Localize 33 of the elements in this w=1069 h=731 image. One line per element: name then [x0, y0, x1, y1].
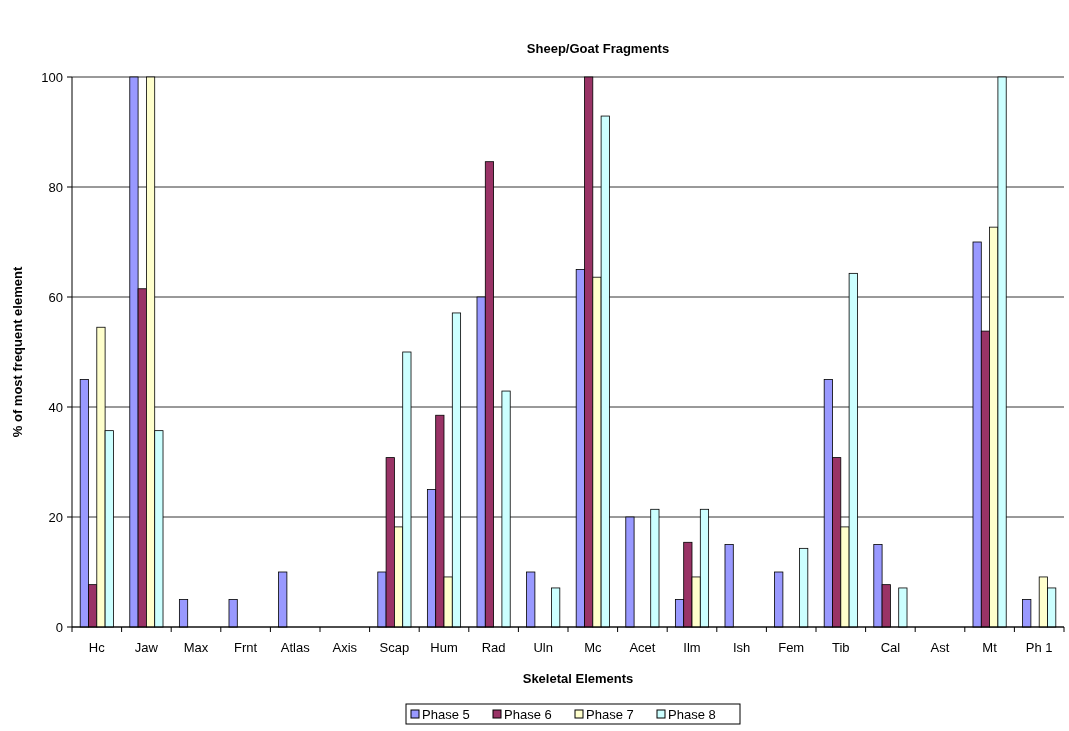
- legend-label: Phase 5: [422, 706, 470, 722]
- x-tick-label: Rad: [481, 640, 506, 655]
- x-tick-label: Max: [183, 640, 209, 655]
- x-tick-label: Ilm: [683, 640, 701, 655]
- x-tick-label: Ish: [732, 640, 751, 655]
- x-tick-label: Frnt: [234, 640, 258, 655]
- x-tick-label: Ast: [930, 640, 950, 655]
- x-tick-label: Uln: [533, 640, 553, 655]
- x-tick-label: Tib: [832, 640, 850, 655]
- y-tick-label: 40: [48, 399, 63, 415]
- x-tick-label: Fem: [778, 640, 805, 655]
- y-axis-title: % of most frequent element: [10, 266, 25, 438]
- y-tick-label: 100: [41, 69, 63, 85]
- x-tick-label: Ph 1: [1025, 640, 1053, 655]
- x-tick-label: Jaw: [134, 640, 159, 655]
- x-axis-title: Skeletal Elements: [522, 671, 634, 686]
- x-tick-label: Mc: [584, 640, 602, 655]
- x-tick-label: Atlas: [280, 640, 311, 655]
- y-tick-label: 60: [48, 289, 63, 305]
- x-tick-label: Scap: [379, 640, 410, 655]
- x-tick-label: Axis: [332, 640, 358, 655]
- x-tick-label: Hum: [430, 640, 458, 655]
- y-tick-label: 80: [48, 179, 63, 195]
- y-tick-label: 0: [55, 619, 63, 635]
- legend-label: Phase 8: [668, 706, 716, 722]
- legend-label: Phase 7: [586, 706, 634, 722]
- y-tick-label: 20: [48, 509, 63, 525]
- x-tick-label: Cal: [880, 640, 901, 655]
- legend-label: Phase 6: [504, 706, 552, 722]
- chart-title: Sheep/Goat Fragments: [526, 41, 670, 56]
- x-tick-label: Mt: [982, 640, 998, 655]
- x-tick-label: Hc: [88, 640, 106, 655]
- x-tick-label: Acet: [629, 640, 656, 655]
